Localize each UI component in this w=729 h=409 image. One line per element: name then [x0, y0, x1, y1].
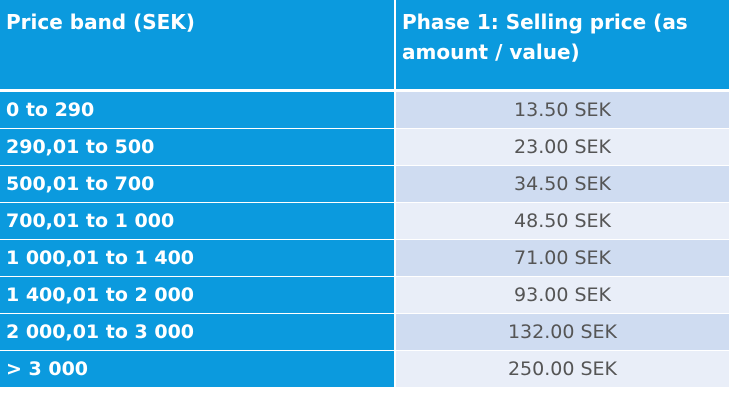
price-band-cell: 1 000,01 to 1 400 — [0, 240, 396, 277]
price-band-cell: 500,01 to 700 — [0, 166, 396, 203]
selling-price-cell: 132.00 SEK — [396, 314, 729, 351]
header-row: Price band (SEK) Phase 1: Selling price … — [0, 0, 729, 92]
table-header: Price band (SEK) Phase 1: Selling price … — [0, 0, 729, 92]
table-row: 290,01 to 500 23.00 SEK — [0, 129, 729, 166]
price-band-table: Price band (SEK) Phase 1: Selling price … — [0, 0, 729, 388]
header-phase1-selling-price: Phase 1: Selling price (as amount / valu… — [396, 0, 729, 92]
price-band-cell: > 3 000 — [0, 351, 396, 388]
price-band-cell: 2 000,01 to 3 000 — [0, 314, 396, 351]
table-body: 0 to 290 13.50 SEK 290,01 to 500 23.00 S… — [0, 92, 729, 388]
table-row: > 3 000 250.00 SEK — [0, 351, 729, 388]
selling-price-cell: 71.00 SEK — [396, 240, 729, 277]
table-row: 700,01 to 1 000 48.50 SEK — [0, 203, 729, 240]
table-row: 500,01 to 700 34.50 SEK — [0, 166, 729, 203]
table-row: 1 400,01 to 2 000 93.00 SEK — [0, 277, 729, 314]
header-price-band: Price band (SEK) — [0, 0, 396, 92]
selling-price-cell: 48.50 SEK — [396, 203, 729, 240]
table-row: 1 000,01 to 1 400 71.00 SEK — [0, 240, 729, 277]
selling-price-cell: 13.50 SEK — [396, 92, 729, 129]
selling-price-cell: 34.50 SEK — [396, 166, 729, 203]
price-band-cell: 290,01 to 500 — [0, 129, 396, 166]
selling-price-cell: 23.00 SEK — [396, 129, 729, 166]
table-row: 0 to 290 13.50 SEK — [0, 92, 729, 129]
price-band-cell: 1 400,01 to 2 000 — [0, 277, 396, 314]
table-row: 2 000,01 to 3 000 132.00 SEK — [0, 314, 729, 351]
selling-price-cell: 250.00 SEK — [396, 351, 729, 388]
selling-price-cell: 93.00 SEK — [396, 277, 729, 314]
price-band-cell: 700,01 to 1 000 — [0, 203, 396, 240]
price-band-cell: 0 to 290 — [0, 92, 396, 129]
